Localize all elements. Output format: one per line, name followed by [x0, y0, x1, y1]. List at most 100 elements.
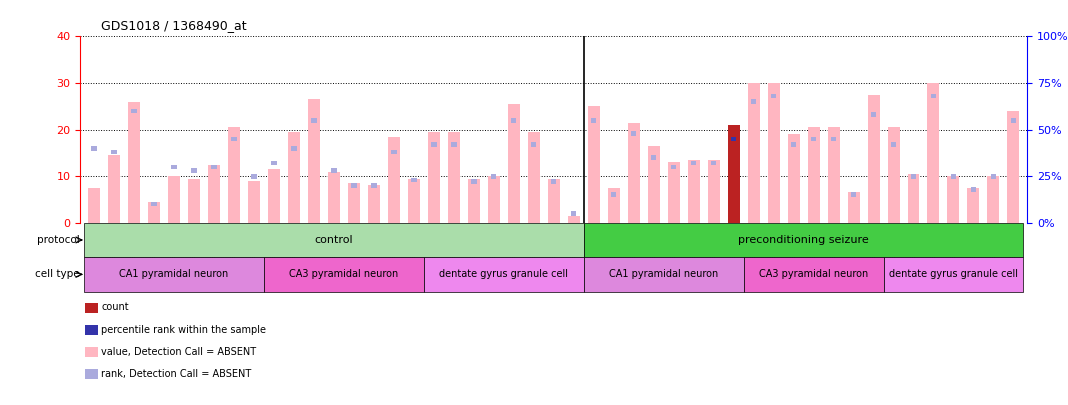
Bar: [328, 172, 340, 223]
Bar: [447, 132, 460, 223]
Bar: [911, 174, 916, 179]
Text: rank, Detection Call = ABSENT: rank, Detection Call = ABSENT: [101, 369, 252, 379]
Bar: [131, 109, 137, 113]
Bar: [947, 176, 959, 223]
Text: preconditioning seizure: preconditioning seizure: [738, 235, 869, 245]
Bar: [92, 146, 97, 151]
Bar: [211, 164, 217, 169]
Bar: [227, 127, 240, 223]
Text: protocol: protocol: [36, 235, 79, 245]
Bar: [88, 188, 100, 223]
Bar: [591, 118, 596, 123]
Bar: [968, 188, 979, 223]
Bar: [488, 176, 500, 223]
Bar: [751, 99, 756, 104]
Bar: [671, 164, 676, 169]
Bar: [128, 102, 140, 223]
Bar: [428, 132, 440, 223]
Bar: [348, 183, 360, 223]
Bar: [468, 179, 480, 223]
Bar: [668, 162, 679, 223]
Bar: [691, 161, 696, 166]
Bar: [931, 94, 937, 98]
Bar: [271, 161, 277, 166]
Bar: [424, 257, 584, 292]
Bar: [391, 149, 396, 154]
Bar: [111, 149, 116, 154]
Bar: [988, 176, 1000, 223]
Text: GDS1018 / 1368490_at: GDS1018 / 1368490_at: [101, 19, 247, 32]
Text: CA3 pyramidal neuron: CA3 pyramidal neuron: [289, 269, 398, 279]
Bar: [251, 174, 256, 179]
Bar: [152, 202, 157, 207]
Bar: [768, 83, 780, 223]
Bar: [851, 192, 857, 197]
Bar: [411, 177, 417, 182]
Bar: [951, 174, 956, 179]
Bar: [168, 176, 180, 223]
Bar: [731, 136, 736, 141]
Text: CA1 pyramidal neuron: CA1 pyramidal neuron: [609, 269, 719, 279]
Bar: [568, 216, 580, 223]
Bar: [84, 257, 264, 292]
Bar: [531, 142, 536, 147]
Bar: [848, 192, 860, 223]
Text: dentate gyrus granule cell: dentate gyrus granule cell: [889, 269, 1018, 279]
Bar: [248, 181, 260, 223]
Bar: [292, 146, 297, 151]
Bar: [308, 99, 320, 223]
Bar: [608, 188, 619, 223]
Bar: [711, 161, 717, 166]
Bar: [208, 164, 220, 223]
Bar: [528, 132, 539, 223]
Bar: [191, 168, 197, 173]
Text: cell type: cell type: [35, 269, 79, 279]
Bar: [831, 136, 836, 141]
Text: count: count: [101, 303, 129, 312]
Bar: [551, 179, 556, 184]
Bar: [888, 127, 899, 223]
Bar: [1007, 111, 1020, 223]
Bar: [651, 155, 657, 160]
Text: value, Detection Call = ABSENT: value, Detection Call = ABSENT: [101, 347, 256, 357]
Bar: [451, 142, 456, 147]
Text: percentile rank within the sample: percentile rank within the sample: [101, 325, 266, 335]
Bar: [811, 136, 816, 141]
Bar: [991, 174, 996, 179]
Bar: [311, 118, 316, 123]
Bar: [828, 127, 839, 223]
Bar: [471, 179, 476, 184]
Bar: [587, 107, 600, 223]
Bar: [870, 112, 876, 117]
Bar: [507, 104, 520, 223]
Bar: [367, 185, 380, 223]
Bar: [268, 169, 280, 223]
Bar: [331, 168, 336, 173]
Bar: [584, 223, 1023, 257]
Bar: [84, 223, 584, 257]
Bar: [611, 192, 616, 197]
Bar: [1010, 118, 1016, 123]
Bar: [571, 211, 577, 216]
Bar: [372, 183, 377, 188]
Bar: [748, 83, 759, 223]
Bar: [908, 174, 920, 223]
Bar: [628, 123, 640, 223]
Bar: [688, 160, 700, 223]
Bar: [171, 164, 176, 169]
Bar: [351, 183, 357, 188]
Bar: [927, 83, 940, 223]
Bar: [883, 257, 1023, 292]
Text: control: control: [315, 235, 354, 245]
Bar: [787, 134, 800, 223]
Bar: [708, 160, 720, 223]
Bar: [108, 155, 120, 223]
Bar: [188, 179, 200, 223]
Bar: [891, 142, 896, 147]
Bar: [512, 118, 517, 123]
Text: CA3 pyramidal neuron: CA3 pyramidal neuron: [759, 269, 868, 279]
Bar: [771, 94, 776, 98]
Bar: [491, 174, 497, 179]
Bar: [971, 187, 976, 192]
Bar: [727, 125, 740, 223]
